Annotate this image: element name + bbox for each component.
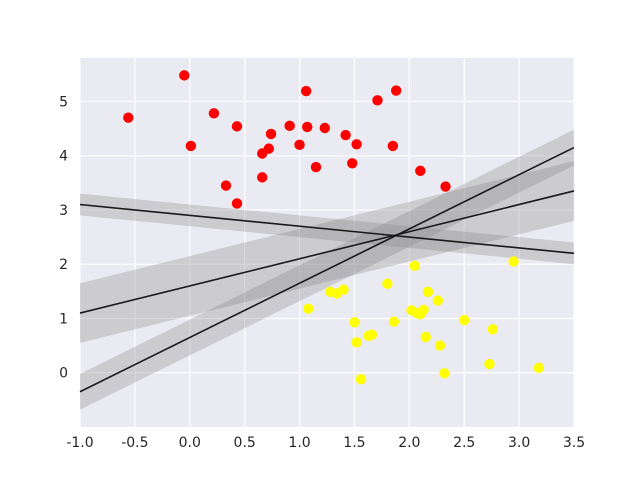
- series-2-point: [459, 314, 470, 326]
- x-tick-label: 2.5: [453, 435, 475, 451]
- series-1-point: [257, 172, 268, 183]
- series-2-point: [439, 368, 450, 379]
- y-tick-label: 5: [59, 94, 68, 110]
- series-1-point: [265, 128, 277, 140]
- series-2-point: [422, 286, 434, 298]
- series-1-point: [319, 122, 331, 134]
- series-1-point: [302, 121, 313, 133]
- series-1-point: [284, 120, 295, 132]
- y-tick-label: 1: [59, 311, 68, 327]
- series-1-point: [179, 70, 190, 81]
- series-1-point: [310, 161, 322, 173]
- series-2-point: [533, 362, 545, 374]
- series-1-point: [351, 139, 362, 150]
- data-points: [123, 70, 545, 385]
- x-tick-label: 3.5: [563, 435, 585, 451]
- series-2-point: [338, 284, 349, 295]
- x-tick-label: -0.5: [121, 435, 148, 451]
- series-1-point: [440, 181, 451, 192]
- decision-lines: [79, 146, 575, 393]
- series-1-point: [387, 140, 399, 152]
- series-1-point: [231, 198, 243, 209]
- series-1-point: [415, 165, 426, 177]
- series-2-point: [303, 303, 314, 314]
- series-2-point: [388, 316, 400, 327]
- series-2-point: [487, 324, 498, 335]
- series-1-point: [372, 95, 383, 106]
- y-tick-label: 3: [59, 203, 68, 219]
- series-2-point: [351, 337, 362, 348]
- series-2-point: [420, 331, 431, 343]
- y-tick-label: 0: [59, 366, 68, 382]
- x-tick-label: 2.0: [398, 435, 420, 451]
- series-2-point: [382, 278, 393, 289]
- x-tick-label: 0.0: [179, 435, 201, 451]
- series-2-point: [432, 295, 444, 306]
- x-tick-label: 1.5: [343, 435, 365, 451]
- series-1-point: [300, 85, 312, 97]
- series-1-point: [231, 121, 243, 132]
- series-1-point: [294, 139, 305, 151]
- series-1-point: [263, 143, 275, 154]
- series-1-point: [208, 108, 220, 119]
- series-1-point: [347, 158, 358, 169]
- series-2-point: [366, 329, 378, 340]
- series-2-point: [349, 317, 360, 328]
- x-tick-label: 0.5: [234, 435, 256, 451]
- x-tick-label: -1.0: [66, 435, 93, 451]
- series-2-point: [418, 304, 429, 315]
- y-axis-ticks: 0 1 2 3 4 5: [59, 94, 68, 381]
- series-1-point: [185, 140, 197, 152]
- series-2-point: [484, 358, 495, 370]
- series-1-point: [220, 180, 232, 191]
- x-tick-label: 3.0: [508, 435, 530, 451]
- series-2-point: [409, 260, 421, 272]
- decision-line-1: [79, 203, 575, 255]
- series-1-point: [390, 85, 402, 96]
- x-tick-label: 1.0: [288, 435, 310, 451]
- y-tick-label: 4: [59, 149, 68, 165]
- decision-line-3: [79, 146, 575, 393]
- series-1-point: [340, 129, 351, 141]
- y-tick-label: 2: [59, 257, 68, 273]
- x-axis-ticks: -1.0 -0.5 0.0 0.5 1.0 1.5 2.0 2.5 3.0 3.5: [66, 435, 585, 451]
- decision-line-2: [79, 190, 575, 314]
- series-2-point: [508, 256, 519, 267]
- series-2-point: [434, 340, 446, 351]
- grid: [79, 58, 575, 427]
- series-2-point: [355, 374, 367, 385]
- series-1-point: [123, 112, 134, 123]
